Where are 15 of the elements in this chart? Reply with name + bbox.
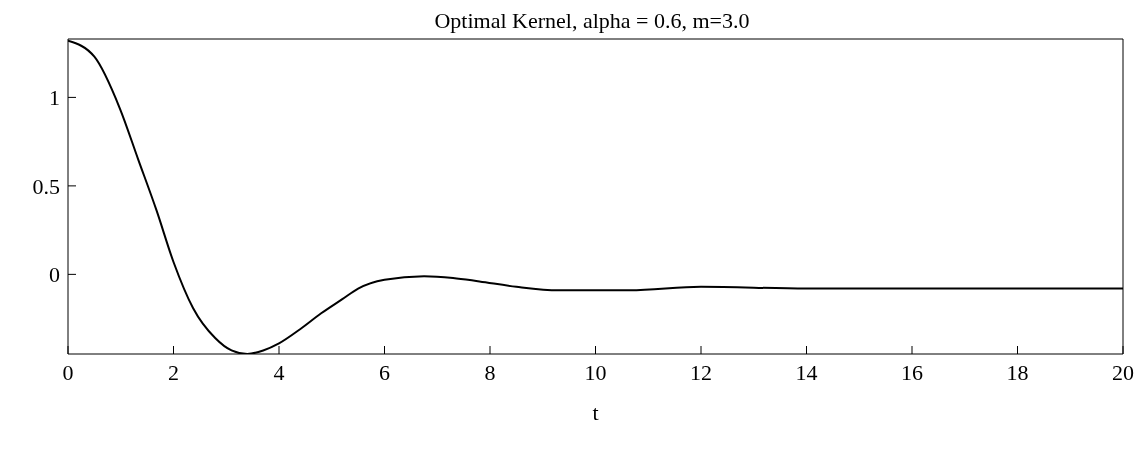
- x-tick-label: 16: [901, 359, 923, 385]
- x-axis-title: t: [592, 400, 599, 425]
- x-tick-label: 12: [690, 359, 712, 385]
- x-tick-label: 10: [584, 359, 607, 385]
- x-tick-label: 6: [379, 359, 390, 385]
- x-tick-label: 4: [273, 359, 285, 385]
- x-tick-label: 14: [795, 359, 818, 385]
- y-tick-label: 0: [49, 262, 60, 288]
- x-tick-label: 8: [484, 359, 496, 385]
- chart-title: Optimal Kernel, alpha = 0.6, m=3.0: [433, 8, 751, 34]
- y-tick-label: 0.5: [32, 173, 60, 199]
- y-tick-label: 1: [49, 85, 60, 111]
- x-tick-label: 20: [1112, 359, 1134, 385]
- x-tick-label: 2: [168, 359, 179, 385]
- x-tick-label: 18: [1006, 359, 1029, 385]
